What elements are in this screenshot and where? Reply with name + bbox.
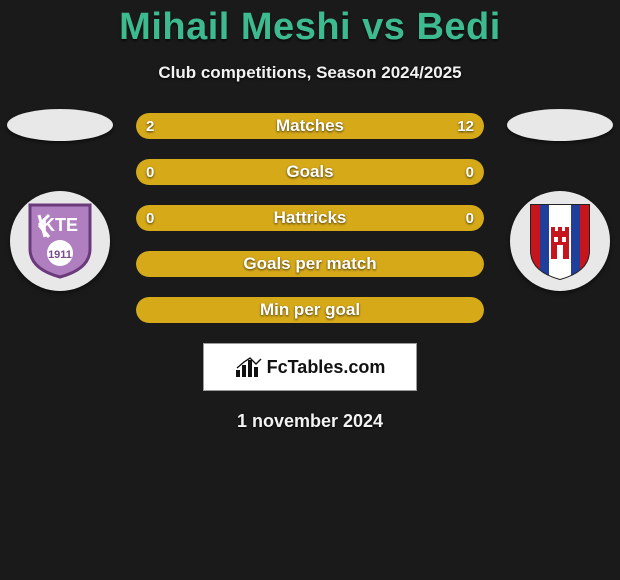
- comparison-arena: KTE 1911: [0, 113, 620, 323]
- bar-chart-icon: [235, 356, 263, 378]
- subtitle: Club competitions, Season 2024/2025: [0, 63, 620, 83]
- kte-year: 1911: [48, 249, 72, 261]
- stat-row-goals: 00Goals: [136, 159, 484, 185]
- stat-bar: 00Goals: [136, 159, 484, 185]
- stat-row-min-per-goal: Min per goal: [136, 297, 484, 323]
- kte-crest-icon: KTE 1911: [25, 203, 95, 279]
- player-left-column: KTE 1911: [0, 113, 120, 291]
- stat-bar-fill-left: [136, 113, 186, 139]
- club-crest-right: [510, 191, 610, 291]
- comparison-card: Mihail Meshi vs Bedi Club competitions, …: [0, 0, 620, 580]
- stats-bars: 212Matches 00Goals 00Hattricks Goals per ma…: [136, 113, 484, 323]
- videoton-crest-icon: [527, 201, 593, 281]
- stat-row-hattricks: 00Hattricks: [136, 205, 484, 231]
- stat-bar: Min per goal: [136, 297, 484, 323]
- stat-bar-fill-right: [136, 205, 484, 231]
- page-title: Mihail Meshi vs Bedi: [0, 0, 620, 49]
- stat-bar: 212Matches: [136, 113, 484, 139]
- date-text: 1 november 2024: [0, 411, 620, 432]
- brand-text: FcTables.com: [267, 357, 386, 378]
- stat-bar-fill-right: [136, 159, 484, 185]
- player-right-ellipse: [507, 109, 613, 141]
- stat-bar: Goals per match: [136, 251, 484, 277]
- stat-bar-fill-right: [136, 251, 484, 277]
- club-crest-left: KTE 1911: [10, 191, 110, 291]
- svg-text:KTE: KTE: [42, 215, 78, 235]
- stat-bar: 00Hattricks: [136, 205, 484, 231]
- stat-row-goals-per-match: Goals per match: [136, 251, 484, 277]
- player-right-column: [500, 113, 620, 291]
- stat-row-matches: 212Matches: [136, 113, 484, 139]
- stat-bar-fill-right: [136, 297, 484, 323]
- player-left-ellipse: [7, 109, 113, 141]
- stat-bar-fill-right: [186, 113, 484, 139]
- brand-box: FcTables.com: [203, 343, 417, 391]
